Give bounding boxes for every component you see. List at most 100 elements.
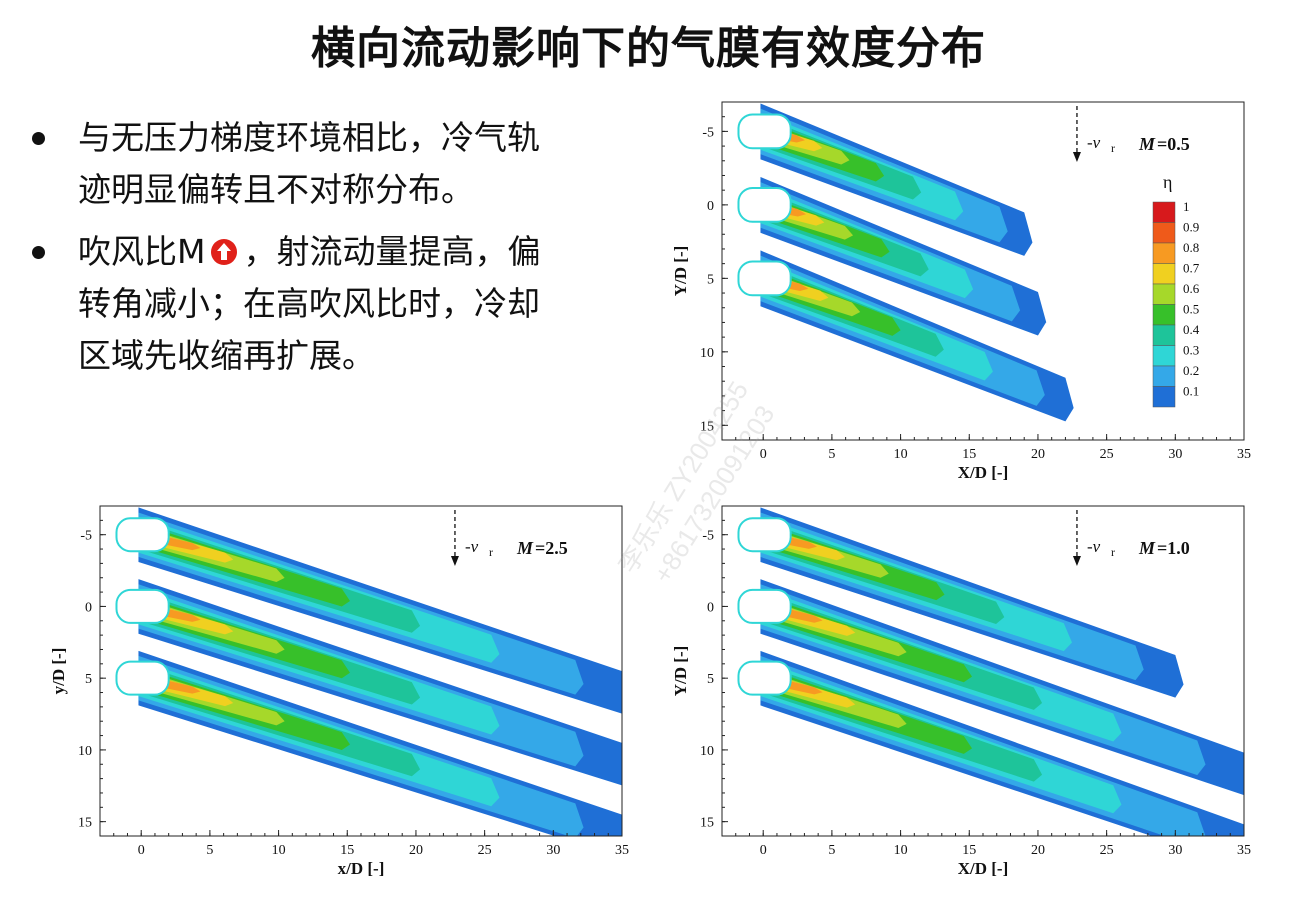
x-tick-label: 15: [962, 447, 976, 462]
x-tick-label: 30: [546, 843, 560, 858]
y-tick-label: 15: [700, 419, 714, 434]
x-tick-label: 0: [760, 843, 767, 858]
x-tick-label: 0: [760, 447, 767, 462]
y-tick-label: 10: [700, 346, 714, 361]
contour-group: [115, 507, 622, 836]
blowing-ratio-label: M: [1138, 538, 1156, 558]
hole-outline: [737, 660, 792, 696]
x-tick-label: 10: [272, 843, 286, 858]
y-tick-label: 5: [707, 672, 714, 687]
flow-label-sub: r: [1111, 545, 1115, 559]
x-tick-label: 10: [894, 447, 908, 462]
legend-label: 0.1: [1183, 384, 1199, 399]
up-arrow-icon: [211, 239, 238, 265]
legend-label: 0.7: [1183, 261, 1200, 276]
blowing-ratio-label: M: [516, 538, 534, 558]
x-tick-label: 30: [1168, 843, 1182, 858]
bullet-line: 吹风比M: [78, 232, 206, 271]
hole-outline: [737, 260, 792, 297]
bullet-line: 区域先收缩再扩展。: [78, 336, 375, 375]
y-tick-label: 15: [700, 816, 714, 831]
legend-label: 1: [1183, 199, 1190, 214]
bullet-line: 与无压力梯度环境相比，冷气轨: [78, 118, 540, 157]
x-tick-label: 25: [478, 843, 492, 858]
x-tick-label: 30: [1168, 447, 1182, 462]
flow-arrow-head: [450, 556, 459, 566]
flow-label: -v: [1087, 133, 1101, 152]
legend-title: η: [1163, 172, 1172, 192]
legend-swatch: [1152, 345, 1176, 367]
x-tick-label: 35: [1237, 843, 1251, 858]
contour-group: [737, 507, 1244, 836]
x-tick-label: 15: [962, 843, 976, 858]
bullet-item: 吹风比M ，射流动量提高，偏 转角减小；在高吹风比时，冷却 区域先收缩再扩展。: [28, 226, 668, 382]
x-tick-label: 25: [1100, 843, 1114, 858]
page-title: 横向流动影响下的气膜有效度分布: [311, 23, 986, 74]
x-tick-label: 35: [615, 843, 629, 858]
y-tick-label: 15: [78, 816, 92, 831]
hole-outline: [115, 660, 170, 696]
x-tick-label: 5: [828, 843, 835, 858]
legend-swatch: [1152, 242, 1176, 264]
bullet-list: 与无压力梯度环境相比，冷气轨 迹明显偏转且不对称分布。 吹风比M ，射流动量提高，…: [28, 112, 668, 392]
plot-panel-m05: 0 5 10 15 20 25 30 35 -5 0 5 10 15 X/D [-] Y/D [-] -v r M…: [660, 96, 1270, 491]
hole-outline: [737, 588, 792, 624]
y-tick-label: 0: [707, 199, 714, 214]
x-tick-label: 20: [1031, 447, 1045, 462]
y-tick-label: 5: [85, 672, 92, 687]
legend-label: 0.5: [1183, 302, 1199, 317]
x-tick-label: 20: [1031, 843, 1045, 858]
legend-label: 0.4: [1183, 322, 1200, 337]
x-tick-label: 5: [828, 447, 835, 462]
legend-swatch: [1152, 283, 1176, 305]
blowing-ratio-value: =1.0: [1157, 538, 1190, 558]
legend-label: 0.2: [1183, 363, 1199, 378]
blowing-ratio-value: =0.5: [1157, 134, 1190, 154]
y-tick-label: 0: [707, 600, 714, 615]
x-tick-label: 5: [206, 843, 213, 858]
y-tick-label: 10: [700, 744, 714, 759]
legend-label: 0.3: [1183, 343, 1199, 358]
bullet-line: 转角减小；在高吹风比时，冷却: [78, 284, 540, 323]
flow-arrow-head: [1072, 556, 1081, 566]
contour-group: [737, 103, 1074, 422]
hole-outline: [737, 186, 792, 223]
y-tick-label: 10: [78, 744, 92, 759]
y-tick-label: 0: [85, 600, 92, 615]
legend-label: 0.9: [1183, 220, 1199, 235]
y-tick-label: -5: [702, 529, 714, 544]
y-tick-label: 5: [707, 272, 714, 287]
plot-panel-m10: 0 5 10 15 20 25 30 35 -5 0 5 10 15 X/D [-] Y/D [-] -v r M…: [660, 498, 1270, 898]
y-axis-label: Y/D [-]: [671, 646, 690, 697]
legend-swatch: [1152, 222, 1176, 244]
legend-swatch: [1152, 386, 1176, 408]
flow-label: -v: [465, 537, 479, 556]
bullet-line: ，射流动量提高，偏: [243, 232, 541, 271]
x-tick-label: 0: [138, 843, 145, 858]
flow-arrow-head: [1072, 152, 1081, 162]
x-tick-label: 15: [340, 843, 354, 858]
x-axis-label: X/D [-]: [958, 463, 1009, 482]
legend-swatch: [1152, 201, 1176, 223]
legend-swatch: [1152, 324, 1176, 346]
flow-label-sub: r: [489, 545, 493, 559]
x-tick-label: 10: [894, 843, 908, 858]
bullet-dot: [32, 246, 45, 259]
x-tick-label: 20: [409, 843, 423, 858]
bullet-line: 迹明显偏转且不对称分布。: [78, 170, 474, 209]
y-tick-label: -5: [80, 529, 92, 544]
legend-swatch: [1152, 304, 1176, 326]
hole-outline: [737, 517, 792, 553]
y-axis-label: Y/D [-]: [671, 246, 690, 297]
bullet-dot: [32, 132, 45, 145]
legend-swatch: [1152, 263, 1176, 285]
x-tick-label: 35: [1237, 447, 1251, 462]
x-tick-label: 25: [1100, 447, 1114, 462]
plot-panel-m25: 0 5 10 15 20 25 30 35 -5 0 5 10 15 x/D [-] y/D [-] -v r M…: [40, 498, 660, 898]
bullet-item: 与无压力梯度环境相比，冷气轨 迹明显偏转且不对称分布。: [28, 112, 668, 216]
blowing-ratio-value: =2.5: [535, 538, 568, 558]
hole-outline: [115, 517, 170, 553]
